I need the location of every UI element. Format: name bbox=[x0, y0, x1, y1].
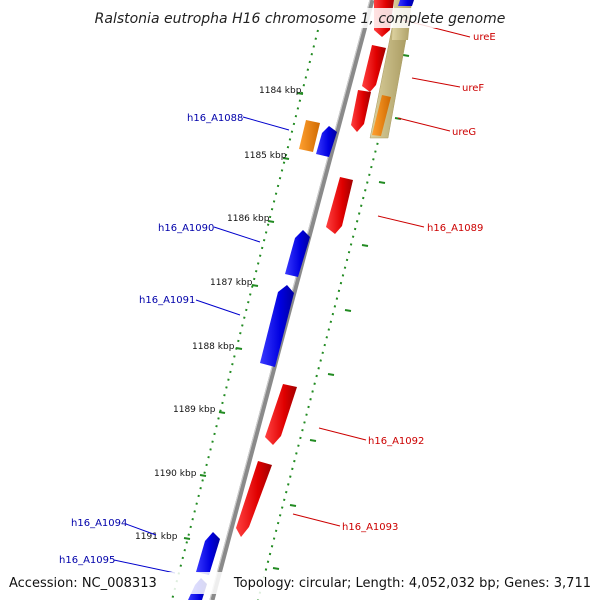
gene-h16_A1091-arrow[interactable] bbox=[260, 285, 294, 367]
footer-backdrop bbox=[0, 572, 600, 594]
gene-h16_A1089-arrow[interactable] bbox=[326, 177, 353, 234]
gene-h16_A1090-arrow[interactable] bbox=[285, 230, 310, 277]
gene-h16_A1094-arrow[interactable] bbox=[196, 532, 220, 575]
tick-label-1187: 1187 kbp bbox=[210, 278, 253, 288]
gene-h16_A1088-orange[interactable] bbox=[299, 120, 320, 152]
tick-marks bbox=[183, 54, 410, 570]
label-h16_A1095[interactable]: h16_A1095 bbox=[59, 555, 115, 566]
map-title: Ralstonia eutropha H16 chromosome 1, com… bbox=[95, 11, 506, 27]
tick-label-1189: 1189 kbp bbox=[173, 405, 216, 415]
gene-ureG-orange[interactable] bbox=[372, 95, 391, 136]
label-h16_A1090[interactable]: h16_A1090 bbox=[158, 223, 214, 234]
label-h16_A1089[interactable]: h16_A1089 bbox=[427, 223, 483, 234]
tick-label-1191: 1191 kbp bbox=[135, 532, 178, 542]
label-h16_A1093[interactable]: h16_A1093 bbox=[342, 522, 398, 533]
gene-h16_A1092-arrow[interactable] bbox=[265, 384, 297, 445]
label-ureG[interactable]: ureG bbox=[452, 127, 476, 138]
label-h16_A1091[interactable]: h16_A1091 bbox=[139, 295, 195, 306]
tick-label-1188: 1188 kbp bbox=[192, 342, 235, 352]
tick-label-1186: 1186 kbp bbox=[227, 214, 270, 224]
tick-label-1185: 1185 kbp bbox=[244, 151, 287, 161]
tick-label-1184: 1184 kbp bbox=[259, 86, 302, 96]
gene-ureF-arrow[interactable] bbox=[362, 45, 386, 92]
gene-h16_A1093-arrow[interactable] bbox=[236, 461, 272, 537]
gene-ureE-blue-stub[interactable] bbox=[398, 0, 414, 6]
topology-text: Topology: circular; Length: 4,052,032 bp… bbox=[233, 576, 591, 591]
label-h16_A1092[interactable]: h16_A1092 bbox=[368, 436, 424, 447]
gene-ureG-arrow[interactable] bbox=[351, 90, 371, 132]
callout-lines bbox=[113, 19, 471, 574]
outer-dotted-track-left bbox=[257, 49, 403, 600]
title-backdrop bbox=[98, 8, 502, 28]
tick-label-1190: 1190 kbp bbox=[154, 469, 197, 479]
label-ureF[interactable]: ureF bbox=[462, 83, 484, 94]
label-h16_A1094[interactable]: h16_A1094 bbox=[71, 518, 127, 529]
gene-h16_A1088-arrow[interactable] bbox=[316, 126, 337, 157]
label-ureE[interactable]: ureE bbox=[473, 32, 496, 43]
accession-text: Accession: NC_008313 bbox=[9, 576, 157, 591]
label-h16_A1088[interactable]: h16_A1088 bbox=[187, 113, 243, 124]
